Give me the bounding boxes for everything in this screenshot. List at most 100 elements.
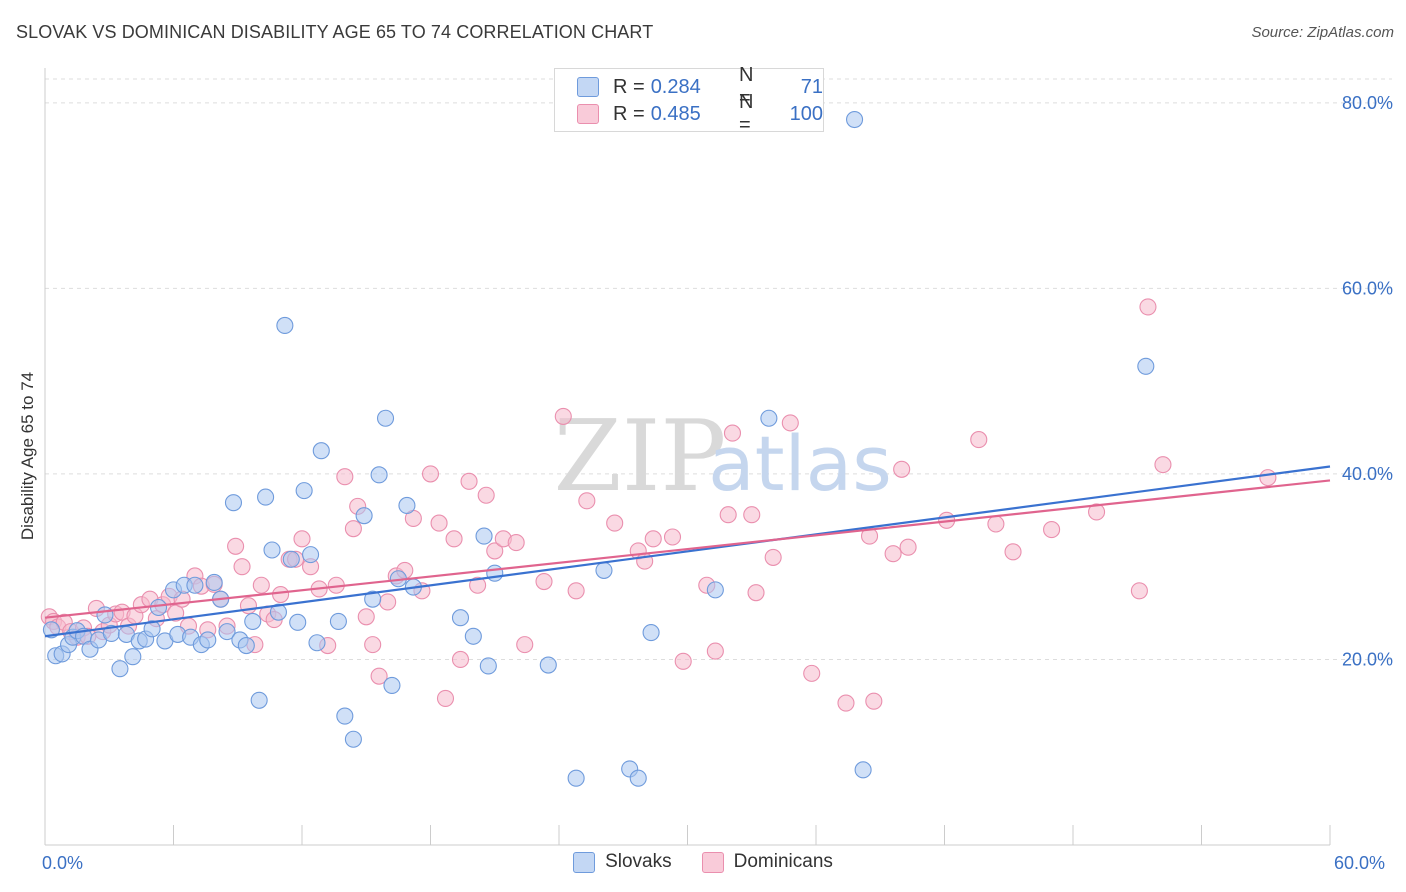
dominican-point — [477, 486, 495, 504]
dominican-point — [516, 636, 534, 654]
dominican-point — [970, 431, 988, 449]
y-tick-labels: 20.0% 40.0% 60.0% 80.0% — [1342, 93, 1393, 670]
dominican-point — [445, 530, 463, 548]
slovak-point — [364, 590, 382, 608]
dominican-point — [460, 472, 478, 490]
chart-title: SLOVAK VS DOMINICAN DISABILITY AGE 65 TO… — [16, 22, 654, 42]
x-tick-label-max: 60.0% — [1334, 853, 1386, 873]
dominican-point — [227, 537, 245, 555]
dominican-point — [606, 514, 624, 532]
slovak-r-value: 0.284 — [650, 75, 701, 98]
dominican-point — [764, 548, 782, 566]
dominican-point — [578, 492, 596, 510]
dominican-point — [451, 650, 470, 669]
dominican-n-value: 100 — [789, 102, 823, 125]
dominican-point — [430, 514, 448, 532]
dominican-point — [1088, 503, 1106, 521]
slovak-point — [218, 623, 236, 641]
dominican-point — [370, 667, 388, 685]
n-label: N = — [739, 91, 754, 136]
n-label: N = — [739, 64, 754, 109]
slovak-point — [263, 541, 281, 559]
slovak-point — [464, 627, 482, 645]
slovak-point — [329, 612, 347, 630]
watermark: ZIP atlas — [554, 400, 892, 514]
dominican-point — [357, 608, 375, 626]
dominican-point — [987, 515, 1005, 533]
dominican-point — [865, 692, 883, 710]
slovak-point — [186, 576, 204, 594]
legend-item-slovaks: Slovaks — [573, 851, 672, 873]
dominican-point — [663, 528, 682, 546]
dominican-point — [567, 582, 585, 600]
legend-row-dominicans: R = 0.485 N = 100 — [577, 91, 823, 136]
dominican-point — [1259, 469, 1277, 487]
series-legend: Slovaks Dominicans — [0, 851, 1406, 873]
slovak-point — [224, 494, 243, 512]
slovak-point — [706, 581, 724, 599]
dominican-point — [554, 407, 572, 425]
dominican-point — [336, 468, 354, 486]
slovak-point — [302, 546, 320, 564]
slovak-point — [642, 624, 660, 642]
slovak-point — [42, 621, 60, 639]
slovak-point — [269, 603, 287, 621]
dominican-point — [1004, 543, 1022, 561]
trend-lines — [44, 465, 1331, 638]
dominican-point — [272, 585, 290, 604]
correlation-legend: R = 0.284 N = 71 R = 0.485 N = 100 — [554, 64, 824, 136]
x-tick-label-min: 0.0% — [42, 853, 84, 873]
slovak-point — [486, 564, 504, 582]
slovak-point — [295, 482, 313, 500]
slovak-point — [355, 507, 373, 525]
dominican-point — [884, 545, 902, 563]
dominican-point — [233, 558, 251, 576]
slovak-point — [276, 316, 294, 335]
dominican-point — [644, 530, 662, 548]
slovak-point — [250, 691, 268, 709]
slovak-point — [376, 409, 395, 427]
y-tick-label: 60.0% — [1342, 278, 1393, 298]
slovak-point — [760, 409, 778, 427]
slovak-point — [237, 636, 255, 655]
dominican-point — [507, 534, 525, 552]
slovak-point — [398, 496, 416, 515]
dominican-point — [344, 520, 362, 538]
dominican-point — [364, 636, 382, 654]
dominican-point — [379, 593, 397, 611]
slovak-point — [257, 488, 275, 506]
dominican-point — [486, 542, 504, 560]
slovak-points — [42, 110, 1155, 787]
y-tick-label: 80.0% — [1342, 93, 1393, 113]
slovak-legend-label: Slovaks — [605, 851, 672, 872]
slovak-swatch — [577, 77, 599, 97]
legend-item-dominicans: Dominicans — [701, 851, 833, 873]
dominican-trend-line — [44, 479, 1331, 619]
dominican-point — [719, 506, 737, 524]
y-tick-label: 40.0% — [1342, 464, 1393, 484]
r-label: R = — [613, 102, 645, 125]
slovak-point — [308, 634, 326, 652]
dominican-point — [747, 584, 765, 602]
dominican-point — [535, 572, 553, 591]
dominican-point — [781, 414, 799, 432]
slovak-point — [539, 656, 557, 674]
slovak-trend-line — [44, 465, 1331, 638]
source-label: Source: ZipAtlas.com — [1251, 24, 1394, 41]
dominican-legend-label: Dominicans — [733, 851, 833, 872]
slovak-point — [854, 761, 872, 779]
dominican-point — [436, 689, 455, 707]
slovak-point — [475, 527, 493, 545]
slovak-point — [370, 466, 388, 484]
slovak-point — [383, 676, 401, 694]
dominican-point — [239, 597, 258, 615]
dominican-point — [167, 604, 185, 622]
dominican-point — [674, 652, 692, 670]
dominican-point — [837, 694, 855, 712]
slovak-point — [111, 660, 129, 678]
slovak-point — [282, 550, 300, 568]
dominican-point — [1139, 298, 1157, 316]
slovak-point — [289, 613, 307, 631]
dominican-point — [469, 576, 487, 594]
